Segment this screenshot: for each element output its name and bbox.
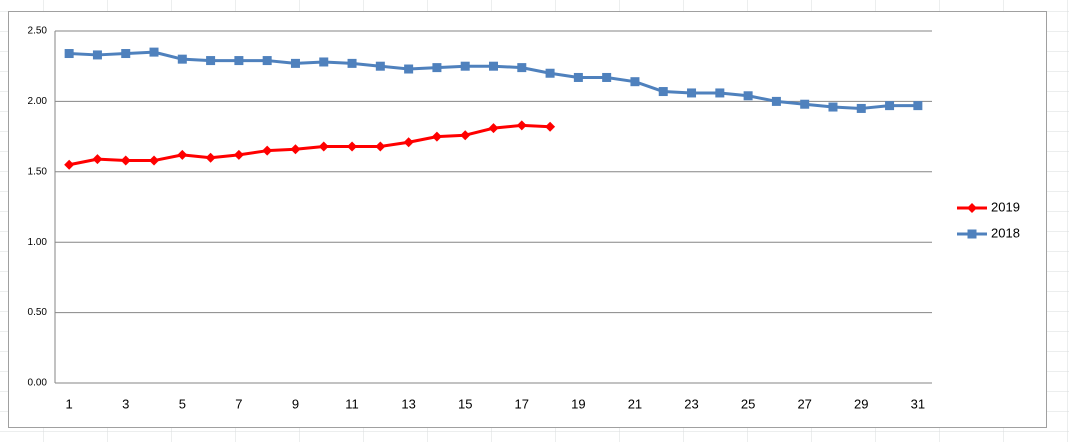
x-tick-label: 11	[345, 396, 359, 411]
data-point	[149, 155, 160, 166]
data-point	[92, 154, 103, 165]
x-tick-label: 13	[401, 396, 415, 411]
y-tick-label: 2.50	[28, 26, 48, 37]
x-tick-label: 27	[797, 396, 811, 411]
x-tick-label: 25	[741, 396, 755, 411]
x-tick-label: 21	[628, 396, 642, 411]
x-tick-label: 31	[911, 396, 925, 411]
data-point	[516, 120, 527, 131]
y-tick-label: 0.00	[28, 378, 48, 389]
data-point	[121, 49, 131, 59]
data-point	[771, 96, 781, 106]
data-point	[856, 103, 866, 113]
data-point	[602, 72, 612, 82]
data-point	[545, 68, 555, 78]
data-point	[234, 56, 244, 66]
data-point	[64, 49, 74, 59]
legend-marker	[967, 203, 977, 213]
data-point	[431, 131, 442, 142]
data-point	[177, 149, 188, 160]
data-point	[262, 145, 273, 156]
data-point	[687, 88, 697, 98]
y-tick-label: 1.50	[28, 166, 48, 177]
chart-area	[8, 11, 1047, 428]
data-point	[205, 152, 216, 163]
data-point	[290, 144, 301, 155]
data-point	[375, 61, 385, 71]
data-point	[290, 58, 300, 68]
legend-label: 2018	[991, 225, 1020, 240]
data-point	[375, 141, 386, 152]
data-point	[347, 58, 357, 68]
x-tick-label: 15	[458, 396, 472, 411]
data-point	[488, 123, 499, 134]
data-point	[404, 64, 414, 74]
y-tick-label: 2.00	[28, 96, 48, 107]
y-tick-label: 1.00	[28, 237, 48, 248]
x-tick-label: 29	[854, 396, 868, 411]
legend-label: 2019	[991, 199, 1020, 214]
data-point	[573, 72, 583, 82]
data-point	[319, 57, 329, 67]
x-tick-label: 3	[122, 396, 129, 411]
data-point	[913, 101, 923, 111]
data-point	[460, 61, 470, 71]
data-point	[715, 88, 725, 98]
data-point	[460, 130, 471, 141]
data-point	[120, 155, 131, 166]
data-point	[403, 137, 414, 148]
x-tick-label: 1	[66, 396, 73, 411]
data-point	[800, 99, 810, 109]
x-tick-label: 9	[292, 396, 299, 411]
x-tick-label: 7	[235, 396, 242, 411]
data-point	[318, 141, 329, 152]
data-point	[347, 141, 358, 152]
data-point	[545, 121, 556, 132]
data-point	[743, 91, 753, 101]
data-point	[177, 54, 187, 64]
x-tick-label: 23	[684, 396, 698, 411]
y-tick-label: 0.50	[28, 307, 48, 318]
x-tick-label: 19	[571, 396, 585, 411]
data-point	[262, 56, 272, 66]
data-point	[92, 50, 102, 60]
data-point	[206, 56, 216, 66]
legend-marker	[967, 229, 977, 239]
data-point	[517, 63, 527, 73]
data-point	[630, 77, 640, 87]
data-point	[828, 102, 838, 112]
data-point	[64, 159, 75, 170]
data-point	[658, 87, 668, 97]
data-point	[233, 149, 244, 160]
data-point	[885, 101, 895, 111]
data-point	[489, 61, 498, 71]
data-point	[149, 47, 159, 57]
x-tick-label: 5	[179, 396, 186, 411]
data-point	[432, 63, 442, 73]
x-tick-label: 17	[515, 396, 529, 411]
